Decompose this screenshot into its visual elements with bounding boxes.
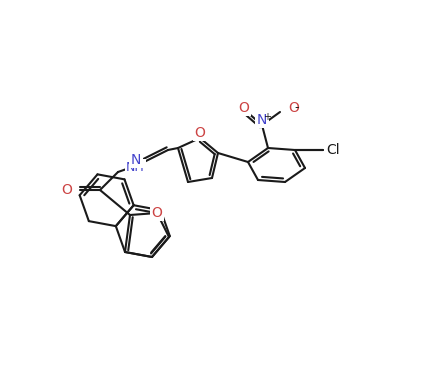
- Text: O: O: [61, 183, 72, 197]
- Text: O: O: [288, 101, 299, 115]
- Text: O: O: [239, 101, 249, 115]
- Text: O: O: [152, 206, 162, 220]
- Text: N: N: [257, 113, 267, 127]
- Text: N: N: [131, 153, 141, 167]
- Text: Cl: Cl: [326, 143, 340, 157]
- Text: O: O: [194, 126, 205, 140]
- Text: -: -: [295, 101, 299, 114]
- Text: +: +: [263, 112, 271, 122]
- Text: NH: NH: [126, 160, 145, 174]
